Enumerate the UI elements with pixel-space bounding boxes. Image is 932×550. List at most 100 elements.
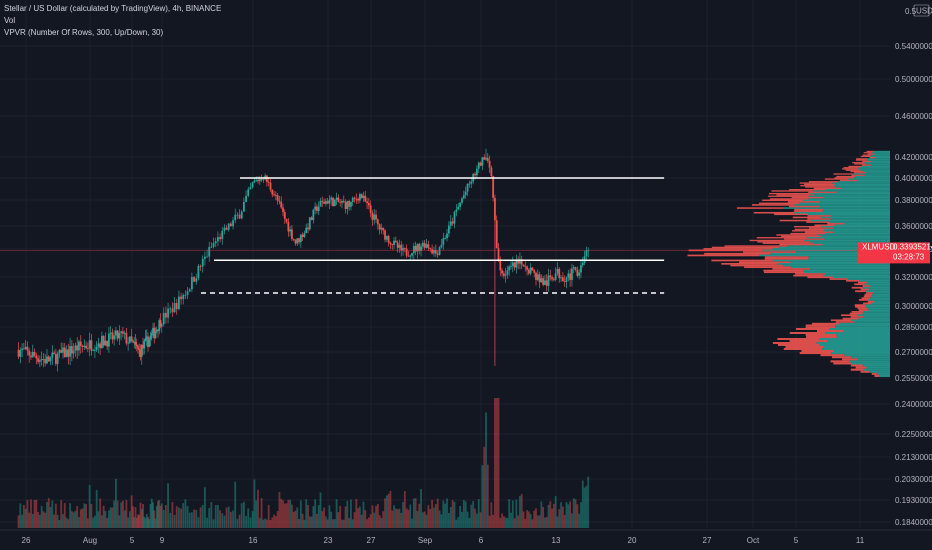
volume-bar-99: [184, 499, 187, 528]
symbol-title[interactable]: Stellar / US Dollar (calculated by Tradi…: [4, 4, 222, 13]
volume-bar-270: [504, 517, 507, 528]
candle-body-119: [227, 223, 230, 230]
volume-bar-170: [323, 507, 325, 528]
volume-bar-263: [492, 514, 495, 528]
candle-body-47: [101, 335, 103, 348]
vp-up-67: [808, 257, 890, 260]
vp-up-120: [838, 181, 890, 183]
candle-body-38: [85, 345, 87, 349]
candle-body-246: [461, 198, 463, 203]
candle-body-150: [287, 221, 290, 232]
candle-body-303: [563, 281, 566, 282]
volume-bar-146: [280, 498, 283, 528]
vp-down-120: [808, 181, 839, 183]
candle-body-310: [576, 269, 579, 276]
vp-up-11: [857, 358, 890, 361]
vp-up-52: [864, 283, 890, 286]
countdown: 03:28:73: [893, 252, 925, 261]
candle-body-208: [391, 244, 394, 245]
volume-indicator-label[interactable]: Vol: [4, 16, 16, 25]
candle-body-127: [245, 195, 247, 202]
candle-body-142: [273, 194, 275, 196]
volume-bar-0: [17, 515, 20, 528]
candle-body-26: [63, 347, 66, 358]
volume-bar-97: [180, 508, 182, 528]
currency-box[interactable]: [913, 4, 930, 17]
vpvr-indicator-label[interactable]: VPVR (Number Of Rows, 300, Up/Down, 30): [4, 28, 164, 37]
candle-body-29: [69, 346, 71, 357]
volume-bar-233: [436, 498, 439, 528]
vp-down-94: [807, 218, 831, 220]
candle-body-59: [122, 331, 124, 334]
volume-bar-198: [373, 512, 376, 528]
time-axis[interactable]: 26 Aug 5 9 16 23 27 Sep 6 13 20 27 Oct 5 11: [0, 529, 932, 545]
vp-down-8: [850, 364, 864, 367]
vp-up-124: [855, 175, 890, 178]
volume-bar-33: [76, 506, 79, 528]
volume-bar-250: [468, 517, 471, 528]
candle-body-272: [508, 266, 511, 271]
vp-down-136: [862, 160, 872, 163]
candle-body-104: [195, 278, 198, 282]
volume-bar-256: [479, 512, 482, 528]
candle-body-193: [364, 195, 367, 202]
vp-up-41: [871, 302, 890, 305]
vp-down-69: [687, 254, 760, 257]
vp-up-34: [857, 314, 890, 317]
candle-body-218: [409, 255, 412, 257]
vp-down-113: [771, 190, 814, 192]
candle-body-159: [303, 233, 306, 237]
candle-body-206: [387, 235, 390, 243]
volume-bar-266: [497, 398, 500, 528]
candle-body-141: [271, 189, 274, 195]
vp-down-130: [842, 168, 858, 170]
volume-bar-288: [536, 515, 539, 528]
candle-body-93: [171, 308, 174, 313]
candle-body-267: [499, 261, 502, 271]
volume-bar-136: [262, 519, 265, 528]
candle-body-313: [581, 262, 584, 266]
volume-bar-90: [165, 505, 167, 528]
vp-down-57: [793, 274, 824, 277]
candle-body-89: [162, 312, 165, 325]
volume-bar-119: [227, 506, 230, 528]
volume-bar-39: [86, 518, 89, 528]
volume-bar-223: [418, 503, 421, 528]
vp-down-75: [724, 245, 788, 247]
vp-up-18: [819, 344, 890, 346]
candle-body-84: [155, 329, 158, 332]
vp-up-122: [847, 178, 890, 180]
volume-bar-67: [134, 507, 137, 528]
current-symbol: XLMUSD: [862, 242, 896, 251]
volume-bar-29: [69, 503, 71, 528]
candlesticks: [17, 148, 590, 372]
candle-body-287: [535, 272, 537, 280]
vp-up-123: [854, 177, 890, 179]
vp-down-70: [704, 252, 771, 255]
vp-up-62: [791, 266, 890, 269]
vp-up-36: [863, 311, 890, 313]
vp-down-9: [833, 362, 852, 365]
vp-down-41: [863, 302, 872, 305]
candle-body-290: [540, 278, 543, 283]
vp-down-121: [839, 179, 858, 182]
candle-body-130: [251, 182, 254, 188]
candle-body-64: [130, 336, 133, 341]
candle-body-10: [35, 355, 38, 359]
volume-bar-282: [526, 510, 528, 528]
candle-body-241: [451, 221, 454, 224]
volume-bar-95: [175, 506, 178, 528]
candle-body-66: [133, 342, 136, 343]
candle-body-100: [186, 291, 189, 295]
candle-body-197: [371, 212, 374, 220]
candle-body-170: [323, 201, 325, 204]
volume-bar-312: [580, 502, 582, 528]
volume-bar-237: [444, 503, 447, 528]
volume-bar-247: [462, 499, 465, 528]
candle-body-157: [299, 234, 302, 243]
volume-bar-280: [522, 511, 525, 528]
candle-body-178: [337, 197, 340, 202]
